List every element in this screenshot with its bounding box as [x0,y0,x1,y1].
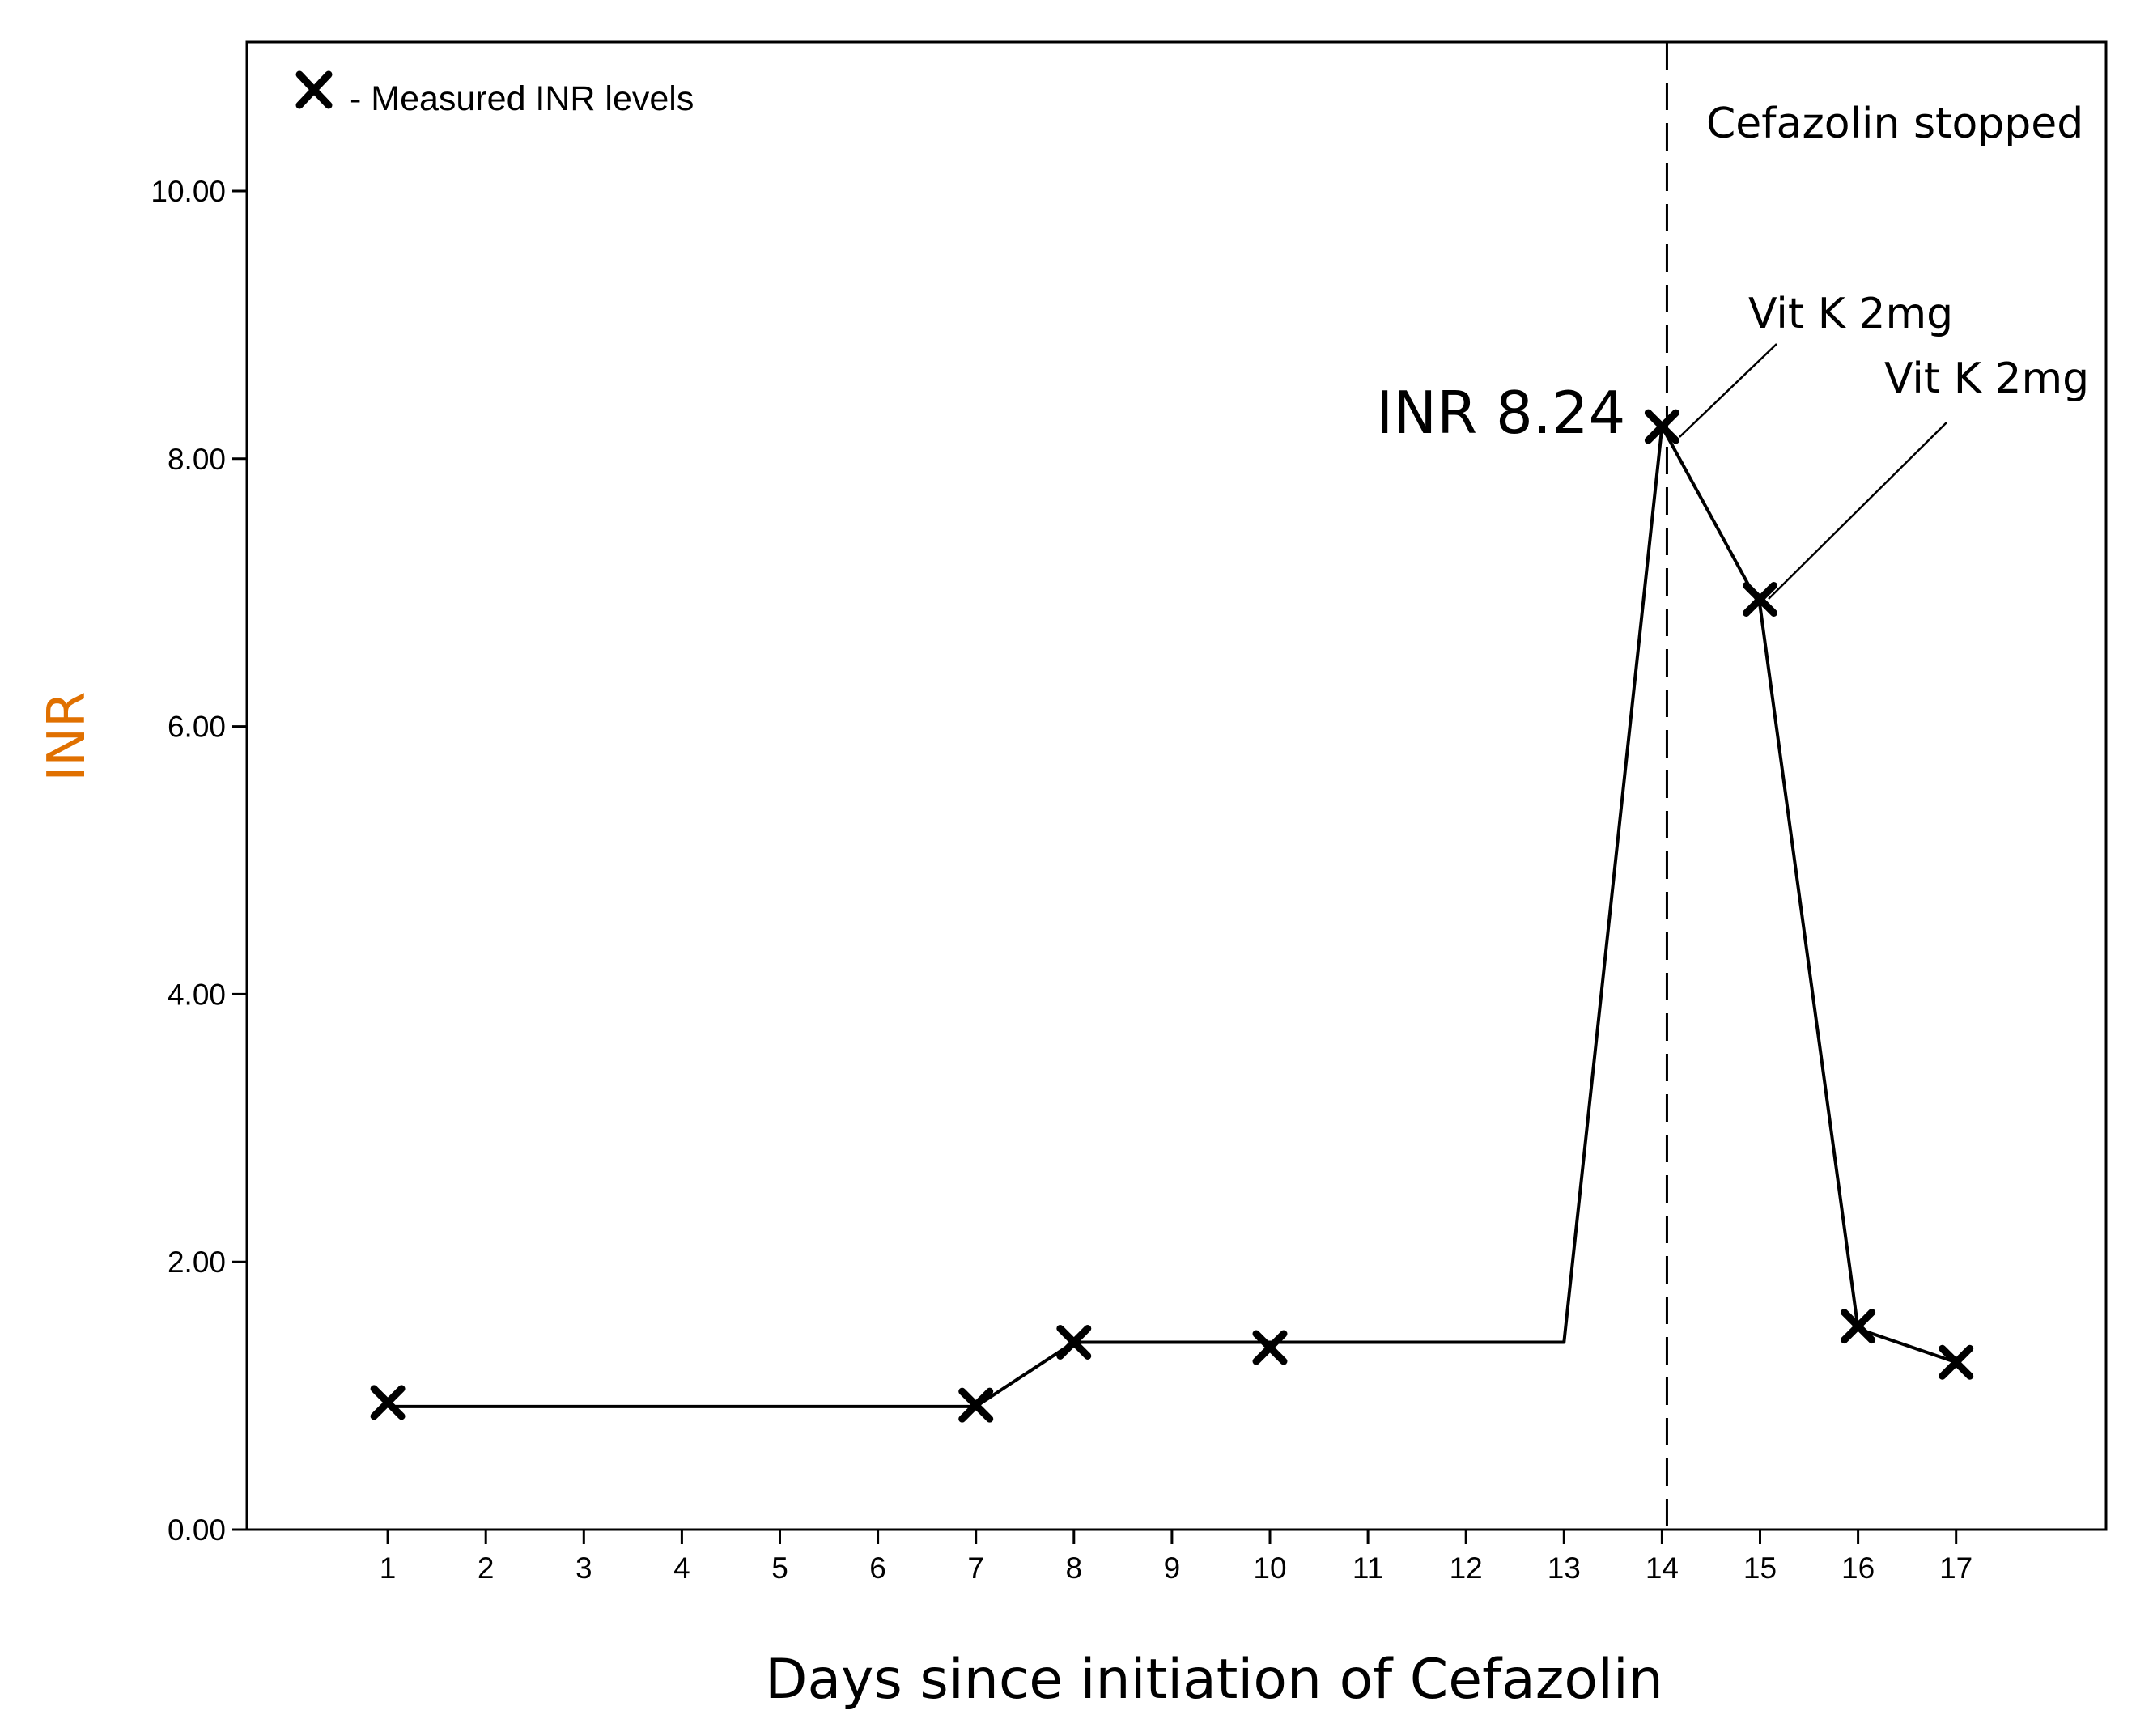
cefazolin-stopped-label: Cefazolin stopped [1706,100,2083,148]
x-tick-label: 9 [1164,1551,1181,1585]
y-tick-label: 10.00 [151,175,226,208]
y-axis-label: INR [37,691,97,781]
y-tick-label: 4.00 [168,978,226,1011]
x-tick-label: 11 [1353,1551,1383,1585]
legend-label: - Measured INR levels [350,79,694,118]
inr-marker [1252,1330,1288,1365]
inr-marker [1841,1309,1876,1344]
x-tick-label: 6 [869,1551,886,1585]
x-tick-label: 8 [1066,1551,1083,1585]
x-tick-label: 3 [575,1551,592,1585]
inr-marker [1644,409,1679,444]
inr-marker [370,1385,406,1420]
inr-markers [370,409,1974,1423]
x-tick-label: 1 [380,1551,397,1585]
x-tick-label: 16 [1841,1551,1875,1585]
x-tick-label: 4 [673,1551,690,1585]
vitk-leader-2 [1768,422,1947,600]
vitk-leader-1 [1679,343,1777,438]
y-tick-label: 6.00 [168,711,226,744]
inr-marker [1743,581,1777,617]
x-axis-label: Days since initiation of Cefazolin [765,1648,1663,1712]
x-axis: 1 2 3 4 5 6 7 8 9 10 11 12 13 14 15 16 17 [380,1530,1973,1585]
x-tick-label: 7 [967,1551,984,1585]
y-tick-label: 8.00 [168,443,226,476]
plot-frame [245,40,2108,1531]
inr-marker [958,1387,994,1423]
legend: - Measured INR levels [295,70,694,118]
inr-marker [1939,1344,1974,1380]
x-tick-label: 15 [1743,1551,1777,1585]
x-tick-label: 10 [1253,1551,1286,1585]
peak-inr-label: INR 8.24 [1376,379,1625,447]
vitk-label-2: Vit K 2mg [1884,354,2089,403]
x-tick-label: 14 [1646,1551,1679,1585]
x-tick-label: 13 [1548,1551,1581,1585]
legend-cross-icon [295,70,333,109]
x-tick-label: 2 [478,1551,495,1585]
y-tick-label: 2.00 [168,1246,226,1279]
x-tick-label: 12 [1450,1551,1483,1585]
x-tick-label: 17 [1939,1551,1973,1585]
y-tick-label: 0.00 [168,1513,226,1547]
x-tick-label: 5 [771,1551,788,1585]
vitk-label-1: Vit K 2mg [1748,290,1953,338]
y-axis: 0.00 2.00 4.00 6.00 8.00 10.00 [151,175,247,1547]
inr-marker [1056,1324,1092,1360]
inr-series-line [388,425,1957,1408]
